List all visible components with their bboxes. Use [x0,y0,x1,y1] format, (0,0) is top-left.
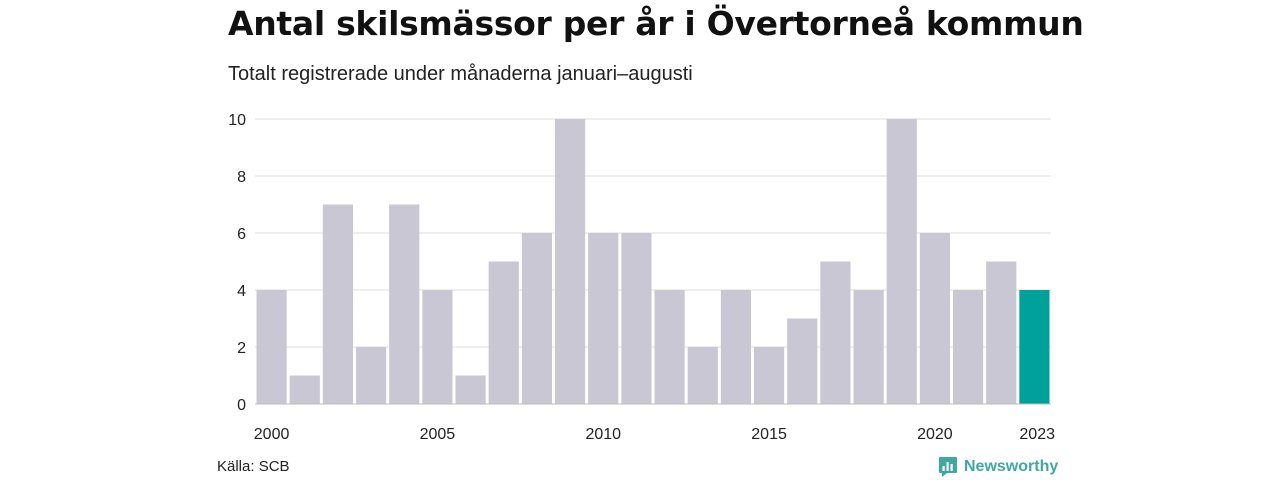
bar-2013 [687,347,718,404]
y-tick-label: 2 [237,340,246,357]
bar-2021 [953,290,984,404]
x-tick-label: 2023 [1019,426,1055,443]
bar-2023 [1019,290,1050,404]
bar-2006 [455,375,486,404]
bar-2010 [588,233,619,404]
bar-2019 [886,119,917,404]
chart-subtitle: Totalt registrerade under månaderna janu… [228,63,693,85]
bar-2004 [389,204,420,404]
bar-2000 [256,290,287,404]
bar-2003 [356,347,387,404]
y-tick-label: 4 [237,283,246,300]
y-tick-label: 6 [237,226,246,243]
bar-2015 [754,347,785,404]
bar-2007 [488,261,519,404]
source-note: Källa: SCB [217,458,290,475]
bar-2014 [720,290,751,404]
newsworthy-logo-icon [939,457,957,477]
x-tick-label: 2020 [917,426,953,443]
brand-name: Newsworthy [964,458,1059,475]
bar-2002 [322,204,353,404]
bar-2022 [986,261,1017,404]
x-tick-label: 2000 [254,426,290,443]
bar-2005 [422,290,453,404]
y-tick-label: 8 [237,169,246,186]
x-tick-label: 2015 [751,426,787,443]
bar-2020 [919,233,950,404]
bar-2001 [289,375,320,404]
bar-2018 [853,290,884,404]
bar-2017 [820,261,851,404]
chart-title: Antal skilsmässor per år i Övertorneå ko… [228,4,1084,43]
x-tick-label: 2010 [585,426,621,443]
bar-2008 [521,233,552,404]
bar-2012 [654,290,685,404]
bar-2011 [621,233,652,404]
bar-2009 [555,119,586,404]
bar-2016 [787,318,818,404]
y-tick-label: 10 [228,112,246,129]
brand: Newsworthy [938,456,1058,478]
x-tick-label: 2005 [420,426,456,443]
y-tick-label: 0 [237,397,246,414]
